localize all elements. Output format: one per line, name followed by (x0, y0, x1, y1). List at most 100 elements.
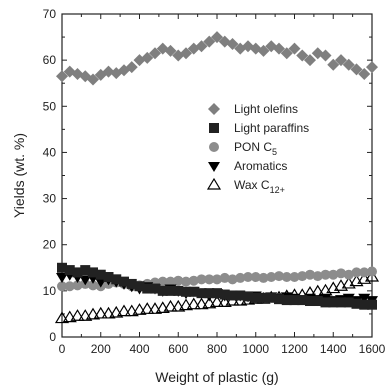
data-point (328, 269, 339, 280)
data-point (186, 297, 201, 310)
legend-item: Light paraffins (209, 121, 309, 135)
data-point (56, 273, 68, 284)
data-point (157, 276, 168, 287)
data-point (305, 296, 315, 307)
data-point (312, 271, 323, 282)
y-tick-label: 10 (43, 284, 57, 298)
y-tick-label: 60 (43, 53, 57, 67)
data-point (274, 294, 284, 305)
x-tick-label: 200 (91, 342, 111, 356)
data-point (343, 269, 354, 280)
data-point (140, 302, 155, 314)
data-point (85, 307, 101, 320)
data-point (204, 274, 215, 285)
data-point (366, 61, 378, 74)
data-point (134, 281, 145, 292)
legend: Light olefins Light paraffins PON C5 Aromat… (206, 102, 309, 195)
data-point (319, 49, 332, 62)
data-point (266, 272, 277, 283)
data-point (305, 269, 315, 280)
series-light-paraffins (57, 262, 377, 310)
y-axis-title: Yields (wt. %) (11, 133, 27, 218)
data-point (124, 304, 139, 317)
y-axis-ticks: 0 10 20 30 40 50 60 70 (43, 7, 372, 344)
data-point (320, 297, 331, 308)
y-tick-label: 0 (49, 330, 56, 344)
x-tick-label: 1400 (320, 342, 347, 356)
data-point (195, 40, 208, 53)
x-tick-label: 600 (168, 342, 188, 356)
data-point (281, 272, 292, 283)
data-point (56, 70, 68, 83)
data-point (165, 285, 176, 296)
data-point (257, 44, 270, 57)
data-point (258, 292, 269, 303)
legend-label: Light olefins (234, 102, 298, 116)
data-point (266, 292, 277, 303)
x-tick-label: 1600 (359, 342, 386, 356)
legend-item: Wax C12+ (206, 177, 285, 195)
x-tick-label: 800 (207, 342, 227, 356)
data-point (72, 267, 83, 278)
legend-label: Light paraffins (234, 121, 309, 135)
data-point (212, 288, 222, 299)
data-point (258, 272, 269, 283)
data-point (109, 305, 124, 318)
data-point (367, 299, 377, 310)
y-tick-label: 50 (43, 99, 57, 113)
data-point (150, 283, 160, 294)
data-point (125, 61, 138, 74)
data-point (93, 306, 108, 319)
data-point (351, 298, 362, 309)
data-point (62, 310, 77, 323)
data-point (57, 262, 67, 273)
data-point (119, 276, 129, 287)
data-point (318, 283, 333, 296)
data-point (288, 42, 301, 55)
data-point (335, 54, 347, 67)
y-tick-label: 40 (43, 145, 57, 159)
data-point (217, 295, 232, 307)
data-point (350, 63, 363, 76)
legend-label: Wax C12+ (234, 178, 285, 195)
data-point (196, 274, 207, 285)
data-point (328, 297, 339, 308)
data-point (212, 274, 222, 285)
data-point (178, 298, 194, 311)
data-point (103, 272, 114, 283)
data-point (280, 47, 293, 60)
data-point (95, 269, 106, 280)
series-layer (54, 31, 380, 324)
y-tick-label: 70 (43, 7, 57, 21)
legend-item: PON C5 (209, 140, 277, 157)
data-point (336, 297, 346, 308)
data-point (70, 309, 85, 321)
series-light-olefins (56, 31, 378, 86)
data-point (54, 311, 70, 324)
data-point (157, 285, 168, 296)
data-point (226, 37, 239, 50)
legend-label: PON C5 (234, 140, 277, 157)
data-point (359, 299, 370, 310)
data-point (202, 296, 217, 309)
data-point (209, 295, 225, 307)
data-point (274, 271, 284, 282)
data-point (336, 268, 346, 279)
x-tick-label: 1000 (242, 342, 269, 356)
data-point (281, 295, 292, 306)
y-tick-label: 20 (43, 238, 57, 252)
x-tick-label: 400 (129, 342, 149, 356)
data-point (101, 306, 116, 319)
x-axis-ticks: 0 200 400 600 800 1000 1200 1400 1600 (59, 14, 386, 356)
data-point (149, 47, 161, 60)
data-point (173, 285, 184, 296)
legend-item: Aromatics (208, 159, 287, 173)
data-point (320, 269, 331, 280)
data-point (57, 281, 67, 292)
data-point (250, 292, 261, 303)
data-point (116, 304, 132, 317)
data-point (227, 274, 238, 285)
data-point (163, 299, 178, 312)
x-tick-label: 0 (59, 342, 66, 356)
